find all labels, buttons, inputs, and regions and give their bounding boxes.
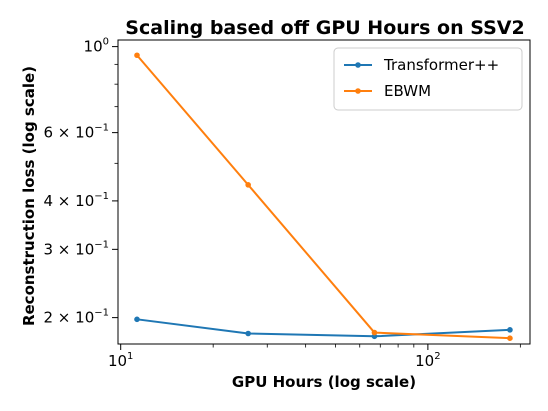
series-1-point-3: [507, 335, 513, 341]
y-tick-label-2: 4 × 10−1: [44, 191, 110, 210]
x-axis-label: GPU Hours (log scale): [232, 373, 416, 391]
series-0-point-0: [134, 316, 140, 323]
y-tick-label-4: 2 × 10−1: [44, 308, 110, 327]
legend-label-1: EBWM: [384, 82, 431, 100]
legend-marker-0: [355, 62, 361, 68]
series-0-point-1: [245, 330, 251, 337]
chart-title: Scaling based off GPU Hours on SSV2: [125, 17, 524, 39]
legend-marker-1: [355, 88, 361, 94]
legend-label-0: Transformer++: [383, 56, 499, 74]
plot-frame: [117, 39, 531, 345]
series-1-point-2: [371, 329, 378, 336]
series-0-point-3: [507, 327, 513, 333]
x-tick-label-0: 101: [108, 351, 133, 370]
series-1-point-1: [245, 182, 251, 188]
y-tick-label-1: 6 × 10−1: [44, 123, 110, 142]
y-tick-label-0: 100: [84, 37, 109, 56]
series-1-point-0: [134, 52, 140, 59]
x-tick-label-1: 102: [415, 351, 440, 370]
plot-area: 101 102 100 6 × 10−1 4 × 10−1 3 × 10−1 2 × 10−…: [44, 37, 531, 370]
legend-box: [333, 47, 523, 111]
y-axis-label: Reconstruction loss (log scale): [20, 66, 38, 326]
series-line-1: [136, 54, 510, 340]
y-tick-label-3: 3 × 10−1: [44, 239, 110, 258]
series-line-0: [136, 318, 510, 338]
